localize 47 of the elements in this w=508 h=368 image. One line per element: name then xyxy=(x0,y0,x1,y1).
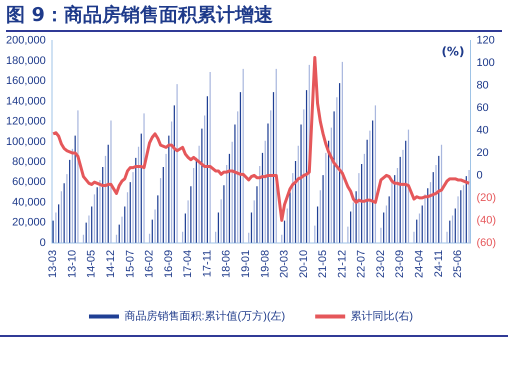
y-tick-label: 160,000 xyxy=(6,75,46,88)
y2-tick-label: (60) xyxy=(476,236,496,249)
y-tick-label: 20,000 xyxy=(12,216,46,229)
x-tick-label: 13-03 xyxy=(47,250,60,278)
y2-tick-label: 100 xyxy=(476,57,495,70)
x-tick-label: 23-02 xyxy=(374,250,387,278)
x-tick-label: 14-05 xyxy=(86,250,98,278)
x-tick-label: 13-10 xyxy=(66,250,78,278)
x-tick-label: 17-04 xyxy=(182,250,194,278)
y2-tick-label: 0 xyxy=(476,169,483,182)
x-tick-label: 16-02 xyxy=(144,250,156,278)
y2-tick-label: 80 xyxy=(476,80,489,92)
x-tick-label: 16-09 xyxy=(162,250,175,278)
x-tick-label: 24-04 xyxy=(414,250,426,278)
y2-tick-label: (20) xyxy=(476,192,496,204)
x-tick-label: 21-12 xyxy=(336,250,348,278)
legend-label: 商品房销售面积:累计值(万方)(左) xyxy=(124,310,286,323)
y2-tick-label: (40) xyxy=(476,214,496,226)
y-tick-label: 40,000 xyxy=(12,196,46,208)
x-tick-label: 24-11 xyxy=(432,250,445,278)
y-tick-label: 120,000 xyxy=(6,116,46,128)
y2-tick-label: 20 xyxy=(476,147,489,159)
y-tick-label: 60,000 xyxy=(12,176,46,188)
y-tick-label: 200,000 xyxy=(6,34,46,47)
x-tick-label: 17-11 xyxy=(201,250,214,278)
y-tick-label: 100,000 xyxy=(6,136,46,148)
y-tick-label: 180,000 xyxy=(6,54,46,67)
x-tick-label: 19-08 xyxy=(259,250,272,278)
x-tick-label: 23-09 xyxy=(394,250,406,278)
chart-title: 图 9：商品房销售面积累计增速 xyxy=(6,2,502,32)
y-tick-label: 0 xyxy=(40,236,46,249)
x-tick-label: 25-06 xyxy=(452,250,464,278)
y2-tick-label: 40 xyxy=(476,124,489,137)
x-tick-label: 20-10 xyxy=(298,250,310,278)
y-tick-label: 140,000 xyxy=(6,95,46,108)
x-tick-label: 20-03 xyxy=(278,250,291,278)
x-tick-label: 21-05 xyxy=(317,250,330,278)
y-tick-label: 80,000 xyxy=(12,156,46,168)
x-tick-label: 19-01 xyxy=(240,250,252,278)
x-tick-label: 15-07 xyxy=(124,250,136,278)
y2-tick-label: 120 xyxy=(476,34,495,47)
y2-axis-title: (%) xyxy=(441,44,464,59)
x-tick-label: 18-06 xyxy=(220,250,233,278)
x-tick-label: 14-12 xyxy=(105,250,118,278)
y2-tick-label: 60 xyxy=(476,102,489,114)
x-tick-label: 22-07 xyxy=(356,250,368,278)
legend-label: 累计同比(右) xyxy=(350,310,414,323)
